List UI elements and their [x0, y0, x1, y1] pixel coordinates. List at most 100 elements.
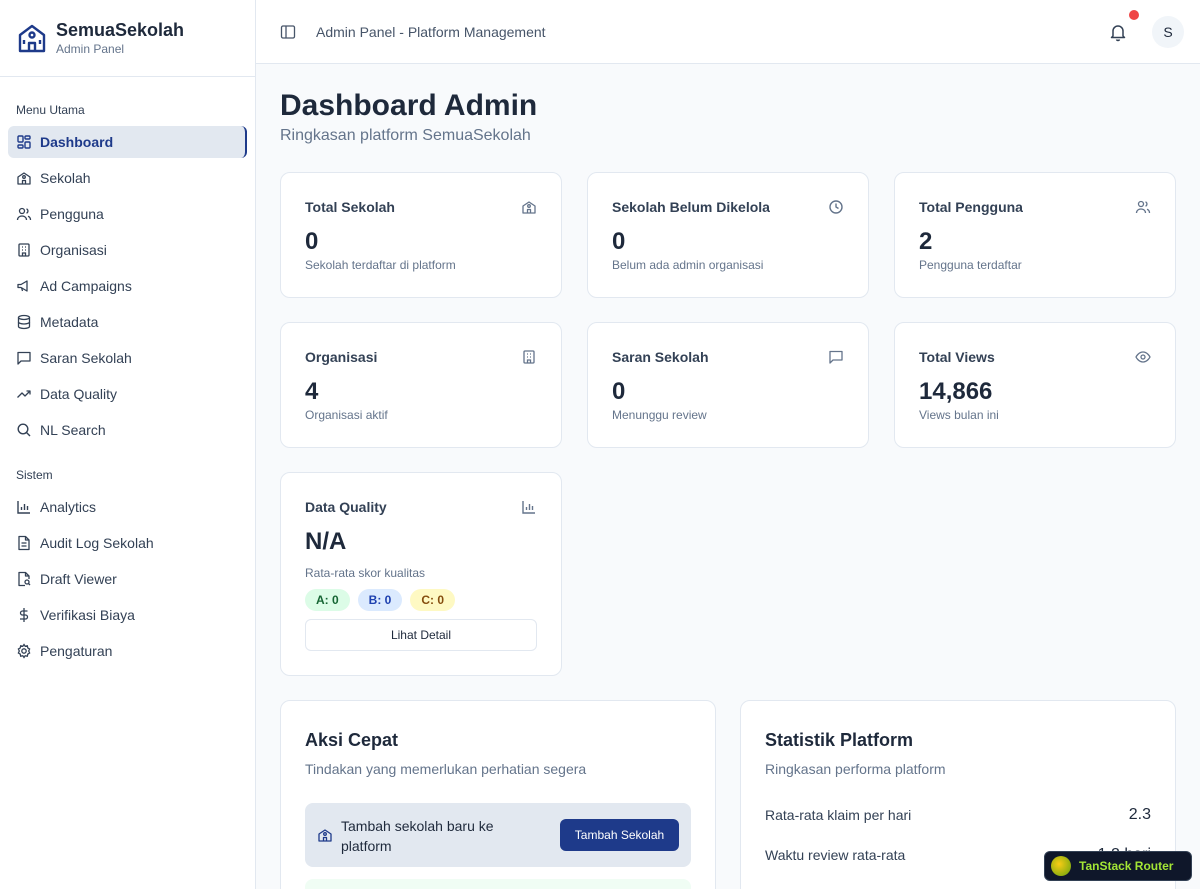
- sidebar-item-pengaturan[interactable]: Pengaturan: [8, 635, 247, 667]
- trending-icon: [17, 390, 31, 398]
- card-value: 4: [305, 378, 319, 405]
- grade-b-badge: B: 0: [357, 589, 403, 611]
- school-icon: [17, 172, 31, 185]
- view-detail-button[interactable]: Lihat Detail: [305, 619, 537, 651]
- sidebar-item-saran-sekolah[interactable]: Saran Sekolah: [8, 342, 247, 374]
- sidebar-item-sekolah[interactable]: Sekolah: [8, 162, 247, 194]
- stat-row: Rata-rata klaim per hari 2.3: [765, 805, 1151, 825]
- sidebar-item-label: Organisasi: [40, 242, 107, 258]
- search-icon: [17, 423, 31, 437]
- top-header: Admin Panel - Platform Management S: [256, 0, 1200, 64]
- sidebar-toggle-button[interactable]: [278, 22, 298, 42]
- sidebar-item-draft-viewer[interactable]: Draft Viewer: [8, 563, 247, 595]
- sidebar-item-audit-log[interactable]: Audit Log Sekolah: [8, 527, 247, 559]
- sidebar-item-label: Verifikasi Biaya: [40, 607, 135, 623]
- sidebar-item-label: Sekolah: [40, 170, 91, 186]
- grade-badges: A: 0 B: 0 C: 0: [305, 589, 456, 611]
- brand-name: SemuaSekolah: [56, 20, 185, 40]
- card-organisasi: Organisasi 4 Organisasi aktif: [280, 322, 562, 448]
- sidebar-item-label: Saran Sekolah: [40, 350, 132, 366]
- megaphone-icon: [17, 280, 28, 292]
- building-icon: [523, 350, 535, 364]
- nav-group-main-label: Menu Utama: [16, 103, 85, 117]
- sidebar-item-analytics[interactable]: Analytics: [8, 491, 247, 523]
- card-title: Total Sekolah: [305, 199, 395, 215]
- user-avatar[interactable]: S: [1152, 16, 1184, 48]
- brand[interactable]: SemuaSekolah Admin Panel: [0, 0, 255, 77]
- message-icon: [829, 350, 843, 364]
- devtools-label: TanStack Router: [1079, 859, 1174, 873]
- card-title: Saran Sekolah: [612, 349, 709, 365]
- sidebar-item-verifikasi-biaya[interactable]: Verifikasi Biaya: [8, 599, 247, 631]
- header-title: Admin Panel - Platform Management: [316, 23, 546, 40]
- users-icon: [1135, 200, 1151, 214]
- tanstack-logo-icon: [1051, 856, 1071, 876]
- card-title: Total Pengguna: [919, 199, 1023, 215]
- school-icon: [318, 829, 332, 842]
- sidebar-item-label: Audit Log Sekolah: [40, 535, 154, 551]
- sidebar-item-metadata[interactable]: Metadata: [8, 306, 247, 338]
- card-description: Rata-rata skor kualitas: [305, 566, 426, 580]
- panel-subtitle: Tindakan yang memerlukan perhatian seger…: [305, 761, 587, 777]
- sidebar-item-ad-campaigns[interactable]: Ad Campaigns: [8, 270, 247, 302]
- sidebar-item-label: Pengaturan: [40, 643, 113, 659]
- message-icon: [17, 351, 31, 365]
- action-text: Tambah sekolah baru ke platform: [341, 818, 494, 854]
- sidebar-item-label: Draft Viewer: [40, 571, 117, 587]
- card-value: 0: [612, 228, 626, 255]
- file-search-icon: [18, 571, 31, 587]
- database-icon: [17, 314, 31, 330]
- sidebar-item-nl-search[interactable]: NL Search: [8, 414, 247, 446]
- add-school-button[interactable]: Tambah Sekolah: [560, 819, 679, 851]
- building-icon: [18, 243, 30, 257]
- notification-badge: [1129, 10, 1139, 20]
- dollar-icon: [19, 608, 29, 622]
- sidebar-item-label: Data Quality: [40, 386, 118, 402]
- card-value: 2: [919, 228, 933, 255]
- stat-label: Waktu review rata-rata: [765, 847, 906, 863]
- stat-value: 2.3: [1128, 806, 1151, 823]
- brand-subtitle: Admin Panel: [56, 42, 125, 56]
- nav-group-main: Dashboard Sekolah Pengguna Organisasi Ad…: [0, 126, 255, 446]
- file-text-icon: [18, 535, 30, 551]
- card-sekolah-belum-dikelola: Sekolah Belum Dikelola 0 Belum ada admin…: [587, 172, 869, 298]
- bar-chart-icon: [522, 501, 535, 514]
- card-description: Pengguna terdaftar: [919, 258, 1022, 272]
- sidebar-item-label: Pengguna: [40, 206, 104, 222]
- grade-a-badge: A: 0: [305, 589, 350, 611]
- school-icon: [522, 201, 536, 214]
- card-title: Sekolah Belum Dikelola: [612, 199, 770, 215]
- nav-group-system-label: Sistem: [16, 468, 53, 482]
- sidebar-item-label: NL Search: [40, 422, 106, 438]
- card-value: 14,866: [919, 378, 993, 405]
- bell-icon[interactable]: [1108, 22, 1128, 42]
- card-description: Belum ada admin organisasi: [612, 258, 764, 272]
- panel-left-icon: [280, 24, 296, 39]
- page-title: Dashboard Admin: [280, 89, 538, 122]
- school-logo-icon: [18, 24, 46, 53]
- users-icon: [16, 207, 32, 221]
- action-row-secondary: [305, 879, 691, 889]
- card-data-quality: Data Quality N/A Rata-rata skor kualitas…: [280, 472, 562, 676]
- sidebar-item-data-quality[interactable]: Data Quality: [8, 378, 247, 410]
- sidebar-item-dashboard[interactable]: Dashboard: [8, 126, 247, 158]
- card-title: Organisasi: [305, 349, 378, 365]
- panel-subtitle: Ringkasan performa platform: [765, 761, 946, 777]
- card-description: Views bulan ini: [919, 408, 999, 422]
- sidebar-item-label: Ad Campaigns: [40, 278, 132, 294]
- action-add-school: Tambah sekolah baru ke platform Tambah S…: [305, 803, 691, 867]
- clock-icon: [829, 200, 843, 214]
- page-subtitle: Ringkasan platform SemuaSekolah: [280, 127, 531, 144]
- panel-title: Aksi Cepat: [305, 730, 399, 750]
- card-title: Total Views: [919, 349, 995, 365]
- sidebar-item-label: Analytics: [40, 499, 97, 515]
- grid-icon: [17, 135, 31, 149]
- sidebar-item-label: Dashboard: [40, 134, 114, 150]
- eye-icon: [1135, 351, 1151, 363]
- card-total-pengguna: Total Pengguna 2 Pengguna terdaftar: [894, 172, 1176, 298]
- sidebar-item-pengguna[interactable]: Pengguna: [8, 198, 247, 230]
- sidebar-item-organisasi[interactable]: Organisasi: [8, 234, 247, 266]
- card-description: Organisasi aktif: [305, 408, 388, 422]
- card-total-views: Total Views 14,866 Views bulan ini: [894, 322, 1176, 448]
- tanstack-router-devtools-button[interactable]: TanStack Router: [1044, 851, 1192, 881]
